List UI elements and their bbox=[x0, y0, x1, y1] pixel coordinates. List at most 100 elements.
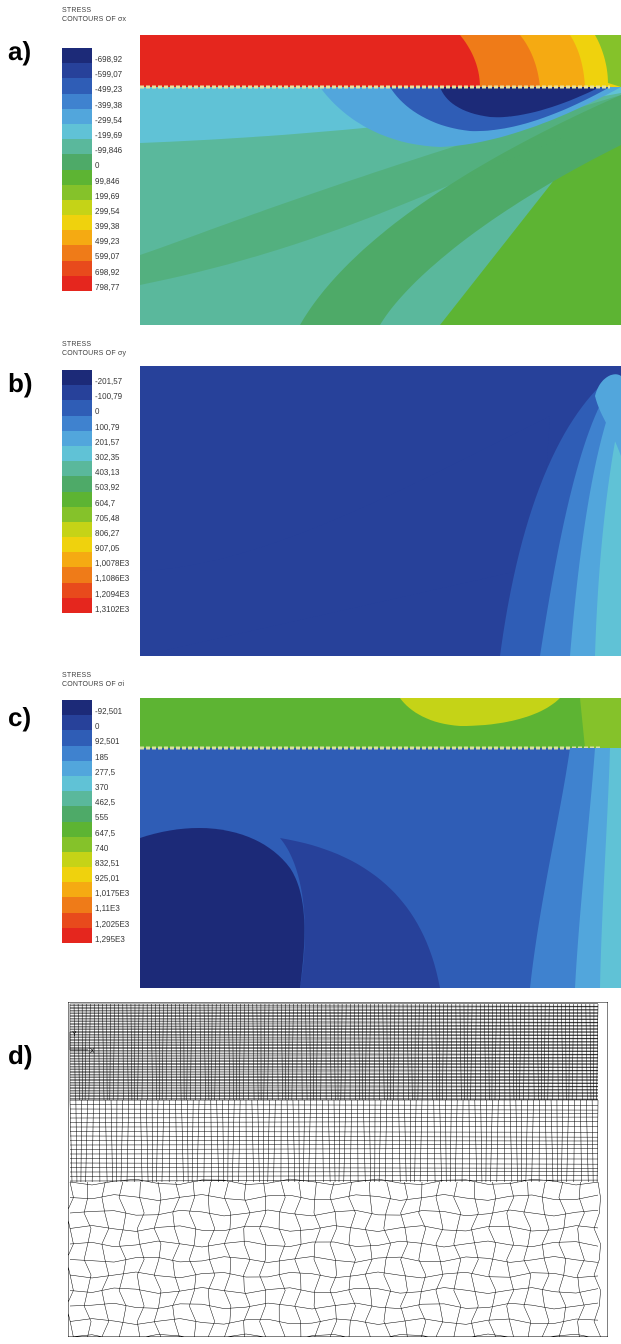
legend-swatch bbox=[62, 715, 92, 731]
legend-colorbar-c bbox=[62, 700, 92, 943]
legend-label: -599,07 bbox=[95, 70, 123, 80]
legend-swatch bbox=[62, 370, 92, 386]
legend-label: -698,92 bbox=[95, 55, 123, 64]
contour-plot-c bbox=[140, 698, 621, 988]
legend-swatch bbox=[62, 123, 92, 140]
legend-swatch bbox=[62, 760, 92, 776]
mesh-axis-indicator: Y X bbox=[69, 1031, 95, 1055]
legend-label: 555 bbox=[95, 813, 109, 823]
legend-swatch bbox=[62, 230, 92, 246]
legend-swatch bbox=[62, 700, 92, 716]
legend-swatch bbox=[62, 745, 92, 761]
legend-label: -99,846 bbox=[95, 146, 123, 156]
plot-a-region-green-2 bbox=[140, 95, 621, 285]
legend-subtitle-b: CONTOURS OF σy bbox=[62, 350, 127, 357]
legend-swatch bbox=[62, 582, 92, 598]
legend-label: 462,5 bbox=[95, 798, 116, 808]
legend-swatch bbox=[62, 400, 92, 416]
legend-swatch bbox=[62, 506, 92, 522]
legend-header-b: STRESS CONTOURS OF σy bbox=[62, 340, 126, 358]
legend-label: 399,38 bbox=[95, 222, 120, 232]
plot-b-region-lower bbox=[140, 416, 550, 656]
legend-header-a: STRESS CONTOURS OF σx bbox=[62, 6, 126, 24]
legend-label: 499,23 bbox=[95, 237, 120, 247]
legend-label: 1,295E3 bbox=[95, 934, 125, 944]
legend-swatch bbox=[62, 927, 92, 943]
legend-label: 99,846 bbox=[95, 176, 120, 186]
legend-swatch bbox=[62, 184, 92, 200]
mesh-axis-y-label: Y bbox=[72, 1031, 77, 1038]
fe-mesh-panel: Y X bbox=[68, 1002, 608, 1337]
legend-swatch bbox=[62, 430, 92, 446]
panel-letter-d: d) bbox=[8, 1040, 33, 1070]
legend-swatch bbox=[62, 275, 92, 291]
plot-c-region-darkblue bbox=[140, 828, 305, 988]
mesh-axis-x-label: X bbox=[90, 1048, 95, 1055]
legend-label: 907,05 bbox=[95, 544, 120, 554]
legend-swatch bbox=[62, 169, 92, 185]
legend-label: -499,23 bbox=[95, 85, 123, 95]
legend-label: 403,13 bbox=[95, 468, 120, 478]
plot-a-region-darkblue bbox=[440, 87, 600, 118]
plot-b-region-top-cyan bbox=[595, 374, 621, 456]
legend-label: 806,27 bbox=[95, 528, 120, 538]
legend-label: 604,7 bbox=[95, 498, 116, 508]
legend-labels-b: -201,57 -100,79 0 100,79 201,57 302,35 403,13 5… bbox=[95, 374, 129, 617]
legend-label: 1,2025E3 bbox=[95, 919, 130, 929]
legend-label: 185 bbox=[95, 752, 109, 762]
legend-swatch bbox=[62, 154, 92, 170]
legend-label: 647,5 bbox=[95, 828, 116, 838]
legend-label: 599,07 bbox=[95, 252, 120, 262]
legend-label: 0 bbox=[95, 161, 100, 171]
legend-label: -399,38 bbox=[95, 100, 123, 110]
legend-swatch bbox=[62, 245, 92, 261]
legend-swatch bbox=[62, 199, 92, 216]
legend-swatch bbox=[62, 139, 92, 155]
legend-label: -92,501 bbox=[95, 707, 123, 716]
legend-swatch bbox=[62, 791, 92, 807]
legend-label: 798,77 bbox=[95, 282, 120, 292]
legend-subtitle-a: CONTOURS OF σx bbox=[62, 16, 127, 23]
legend-labels-c: -92,501 0 92,501 185 277,5 370 462,5 555 647,5 74… bbox=[95, 704, 129, 947]
legend-label: 503,92 bbox=[95, 483, 120, 493]
legend-swatch bbox=[62, 851, 92, 868]
legend-label: 0 bbox=[95, 722, 100, 732]
legend-swatch bbox=[62, 537, 92, 553]
legend-label: 277,5 bbox=[95, 767, 116, 777]
legend-colorbar-a bbox=[62, 48, 92, 291]
legend-swatch bbox=[62, 93, 92, 109]
panel-letter-b: b) bbox=[8, 368, 33, 398]
legend-swatch bbox=[62, 48, 92, 64]
legend-swatch bbox=[62, 867, 92, 883]
legend-label: 740 bbox=[95, 843, 109, 853]
legend-label: 299,54 bbox=[95, 206, 120, 216]
legend-swatch bbox=[62, 491, 92, 507]
plot-c-region-green-right bbox=[580, 698, 621, 748]
legend-subtitle-c: CONTOURS OF σi bbox=[62, 681, 125, 688]
legend-label: 199,69 bbox=[95, 191, 120, 201]
plot-b-region-lightcyan bbox=[595, 426, 621, 656]
legend-swatch bbox=[62, 597, 92, 613]
legend-swatch bbox=[62, 806, 92, 822]
mesh-grid bbox=[68, 1003, 601, 1337]
legend-label: 100,79 bbox=[95, 422, 120, 432]
legend-swatch bbox=[62, 476, 92, 492]
legend-swatch bbox=[62, 897, 92, 913]
legend-label: 698,92 bbox=[95, 267, 120, 277]
legend-swatch bbox=[62, 836, 92, 852]
legend-title-c: STRESS bbox=[62, 672, 92, 679]
legend-label: 1,0078E3 bbox=[95, 559, 130, 569]
legend-label: -199,69 bbox=[95, 130, 123, 140]
legend-swatch bbox=[62, 78, 92, 94]
plot-c-region-lightcyan bbox=[600, 748, 621, 988]
plot-a-region-limegreen bbox=[595, 35, 621, 87]
panel-letter-c: c) bbox=[8, 702, 32, 732]
legend-swatch bbox=[62, 775, 92, 792]
legend-swatch bbox=[62, 521, 92, 538]
legend-label: -100,79 bbox=[95, 392, 123, 402]
legend-swatch bbox=[62, 415, 92, 431]
legend-label: 370 bbox=[95, 782, 109, 792]
contour-plot-a bbox=[140, 35, 621, 325]
legend-label: 1,1086E3 bbox=[95, 574, 130, 584]
legend-label: 1,2094E3 bbox=[95, 589, 130, 599]
